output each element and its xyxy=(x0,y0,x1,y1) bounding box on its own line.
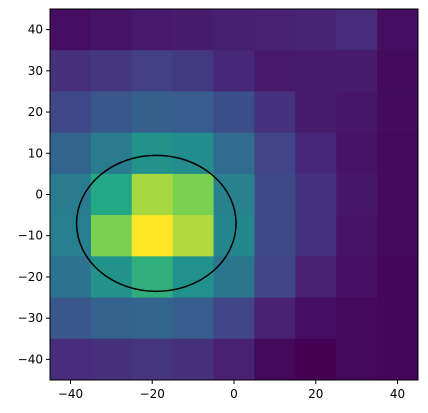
heatmap-cell xyxy=(50,132,92,175)
heatmap-cell xyxy=(254,297,296,340)
heatmap-cell xyxy=(295,297,337,340)
heatmap-cell xyxy=(336,50,378,93)
heatmap-cell xyxy=(377,50,418,93)
heatmap-cell xyxy=(254,256,296,299)
heatmap-cells xyxy=(50,9,418,380)
heatmap-cell xyxy=(336,173,378,216)
heatmap-cell xyxy=(90,91,133,134)
heatmap-cell xyxy=(377,173,418,216)
heatmap-cell xyxy=(377,256,418,299)
heatmap-cell xyxy=(172,91,215,134)
heatmap-cell xyxy=(377,91,418,134)
heatmap-cell xyxy=(172,9,215,51)
heatmap-cell xyxy=(254,91,296,134)
y-tick-label: −30 xyxy=(18,311,43,325)
heatmap-cell xyxy=(50,91,92,134)
heatmap-cell xyxy=(50,50,92,93)
heatmap-cell xyxy=(172,132,215,175)
y-tick-label: −20 xyxy=(18,270,43,284)
heatmap-cell xyxy=(131,9,174,51)
heatmap-cell xyxy=(336,297,378,340)
heatmap-cell xyxy=(50,173,92,216)
heatmap-cell xyxy=(90,173,133,216)
heatmap-cell xyxy=(213,50,256,93)
x-tick-label: −40 xyxy=(58,387,83,401)
heatmap-cell xyxy=(131,173,174,216)
x-tick-label: −20 xyxy=(140,387,165,401)
heatmap-cell xyxy=(90,215,133,257)
heatmap-cell xyxy=(131,215,174,257)
heatmap-cell xyxy=(377,215,418,257)
heatmap-cell xyxy=(336,9,378,51)
heatmap-cell xyxy=(295,338,337,380)
heatmap-cell xyxy=(131,50,174,93)
heatmap-cell xyxy=(254,9,296,51)
heatmap-cell xyxy=(336,215,378,257)
heatmap-cell xyxy=(295,50,337,93)
heatmap-cell xyxy=(254,50,296,93)
heatmap-cell xyxy=(90,132,133,175)
heatmap-cell xyxy=(377,338,418,380)
heatmap-cell xyxy=(50,338,92,380)
heatmap-cell xyxy=(336,256,378,299)
heatmap-cell xyxy=(213,91,256,134)
y-tick-label: 40 xyxy=(28,23,43,37)
ellipse-layer xyxy=(75,154,237,293)
heatmap-cell xyxy=(90,297,133,340)
heatmap-cell xyxy=(336,91,378,134)
heatmap-cell xyxy=(90,256,133,299)
y-tick-label: 20 xyxy=(28,105,43,119)
heatmap-cell xyxy=(172,338,215,380)
x-tick-label: 0 xyxy=(230,387,238,401)
x-axis: −40 −20 0 20 40 xyxy=(58,380,405,401)
x-tick-label: 20 xyxy=(308,387,323,401)
ellipse-outline xyxy=(75,154,237,293)
heatmap-cell xyxy=(90,338,133,380)
heatmap-cell xyxy=(131,338,174,380)
heatmap-cell xyxy=(50,256,92,299)
heatmap-cell xyxy=(172,173,215,216)
heatmap-cell xyxy=(172,215,215,257)
y-tick-label: −10 xyxy=(18,229,43,243)
heatmap-cell xyxy=(254,173,296,216)
heatmap-cell xyxy=(295,91,337,134)
heatmap-cell xyxy=(377,9,418,51)
heatmap-cell xyxy=(295,173,337,216)
heatmap-cell xyxy=(336,338,378,380)
y-tick-label: −40 xyxy=(18,352,43,366)
heatmap-cell xyxy=(213,132,256,175)
heatmap-cell xyxy=(213,9,256,51)
heatmap-cell xyxy=(131,91,174,134)
heatmap-cell xyxy=(213,297,256,340)
heatmap-cell xyxy=(295,9,337,51)
heatmap-cell xyxy=(254,215,296,257)
heatmap-cell xyxy=(254,338,296,380)
heatmap-cell xyxy=(377,132,418,175)
heatmap-cell xyxy=(295,256,337,299)
y-tick-label: 0 xyxy=(35,188,43,202)
heatmap-cell xyxy=(295,132,337,175)
heatmap-cell xyxy=(90,50,133,93)
x-tick-label: 40 xyxy=(390,387,405,401)
heatmap-cell xyxy=(336,132,378,175)
heatmap-cell xyxy=(172,50,215,93)
heatmap-cell xyxy=(213,256,256,299)
heatmap-cell xyxy=(172,297,215,340)
heatmap-cell xyxy=(213,338,256,380)
y-tick-label: 10 xyxy=(28,146,43,160)
y-tick-label: 30 xyxy=(28,64,43,78)
heatmap-cell xyxy=(295,215,337,257)
heatmap-cell xyxy=(254,132,296,175)
heatmap-cell xyxy=(90,9,133,51)
heatmap-cell xyxy=(377,297,418,340)
heatmap-cell xyxy=(50,297,92,340)
heatmap-cell xyxy=(172,256,215,299)
heatmap-cell xyxy=(131,297,174,340)
heatmap-cell xyxy=(131,132,174,175)
heatmap-cell xyxy=(50,215,92,257)
heatmap-cell xyxy=(50,9,92,51)
y-axis: −40 −30 −20 −10 0 10 20 30 40 xyxy=(18,23,50,366)
